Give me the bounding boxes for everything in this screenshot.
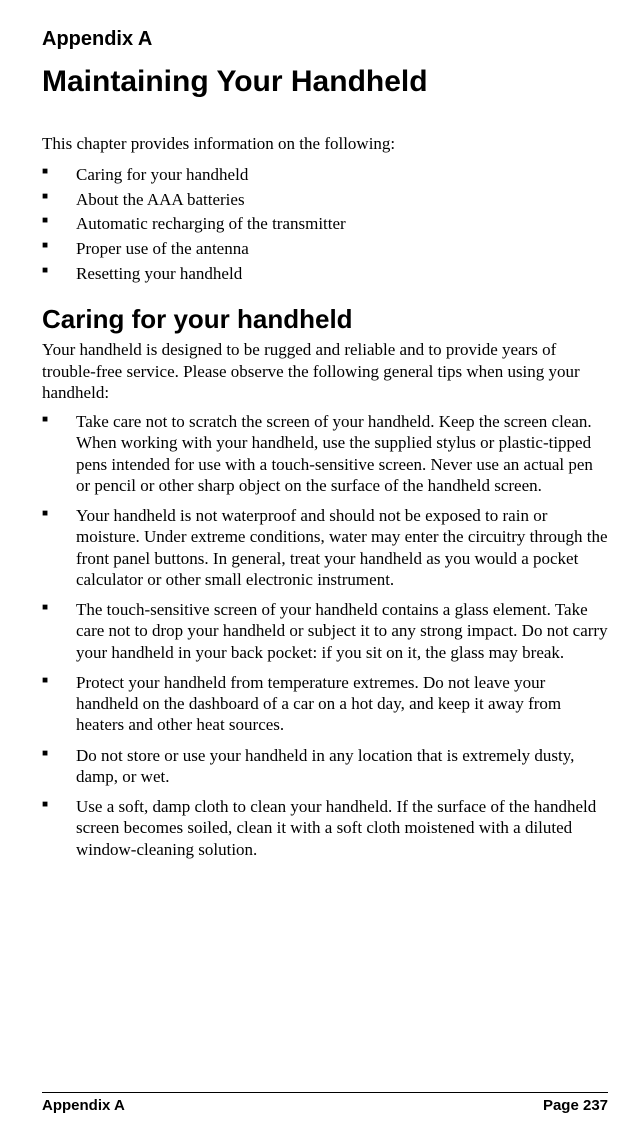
main-title: Maintaining Your Handheld — [42, 65, 608, 99]
topic-list: Caring for your handheld About the AAA b… — [42, 163, 608, 286]
list-item: Take care not to scratch the screen of y… — [42, 411, 608, 496]
list-item: Protect your handheld from temperature e… — [42, 672, 608, 736]
tips-list: Take care not to scratch the screen of y… — [42, 411, 608, 860]
list-item: Your handheld is not waterproof and shou… — [42, 505, 608, 590]
list-item: About the AAA batteries — [42, 188, 608, 213]
footer-left: Appendix A — [42, 1097, 125, 1114]
chapter-intro: This chapter provides information on the… — [42, 133, 608, 155]
section-title: Caring for your handheld — [42, 304, 608, 335]
list-item: Do not store or use your handheld in any… — [42, 745, 608, 788]
list-item: The touch-sensitive screen of your handh… — [42, 599, 608, 663]
section-intro: Your handheld is designed to be rugged a… — [42, 339, 608, 403]
footer-right: Page 237 — [543, 1097, 608, 1114]
list-item: Use a soft, damp cloth to clean your han… — [42, 796, 608, 860]
appendix-label: Appendix A — [42, 28, 608, 51]
list-item: Caring for your handheld — [42, 163, 608, 188]
page-footer: Appendix A Page 237 — [42, 1092, 608, 1114]
list-item: Proper use of the antenna — [42, 237, 608, 262]
list-item: Automatic recharging of the transmitter — [42, 212, 608, 237]
list-item: Resetting your handheld — [42, 262, 608, 287]
